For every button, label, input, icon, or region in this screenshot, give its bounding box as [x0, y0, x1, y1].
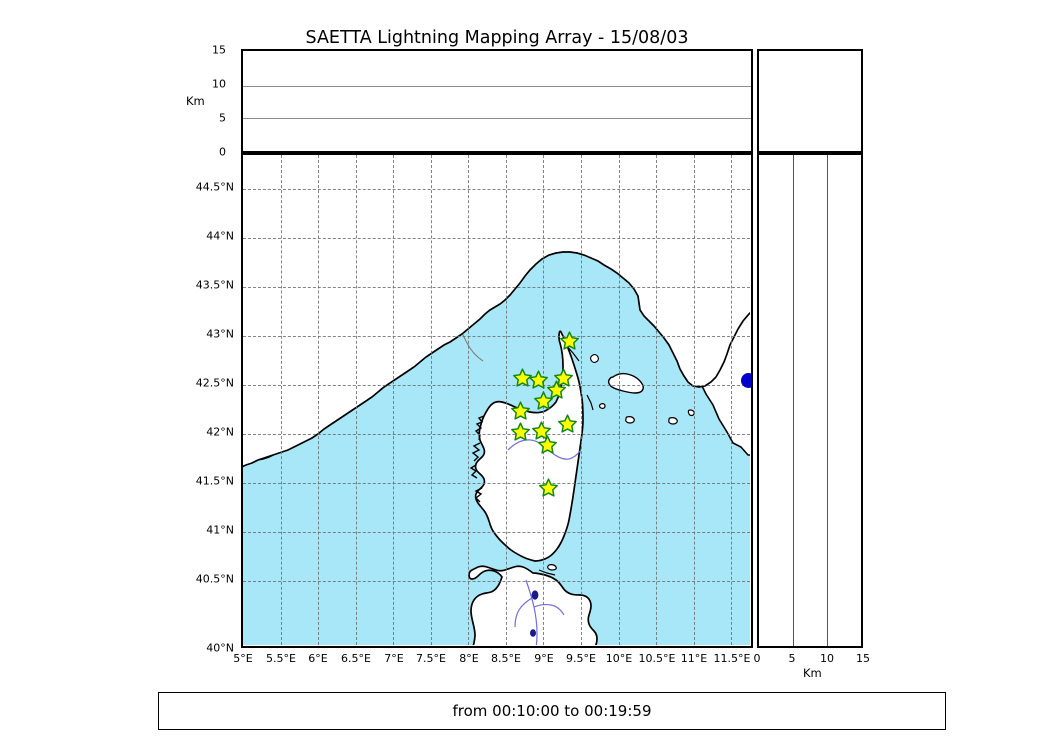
coastline-mainland-visible: [243, 155, 750, 468]
altitude-tick-15: 15: [212, 43, 226, 57]
lon-gridline-10.5E: [656, 155, 658, 645]
island-gorgona: [598, 403, 606, 409]
lon-gridline-11.5E: [731, 155, 733, 645]
lon-gridline-11E: [693, 155, 695, 645]
island-pianosa: [625, 416, 635, 424]
island-montecristo: [668, 417, 678, 425]
lat-gridline-42N: [243, 434, 750, 436]
island-elba: [607, 372, 644, 394]
lon-tick-9.5E: 9.5°E: [566, 652, 596, 665]
station-marker[interactable]: [531, 421, 551, 440]
lon-gridline-8.5E: [505, 155, 507, 645]
lightning-source-marker[interactable]: [740, 372, 751, 388]
altitude-tick-10: 10: [212, 77, 226, 91]
lon-gridline-7.5E: [430, 155, 432, 645]
lat-gridline-42.5N: [243, 385, 750, 387]
station-marker[interactable]: [528, 370, 548, 389]
lon-tick-7.5E: 7.5°E: [416, 652, 446, 665]
corsica-landmass: [474, 330, 584, 562]
distance-tick-0: 0: [753, 652, 761, 665]
lon-tick-6E: 6°E: [308, 652, 328, 665]
lat-gridline-40.5N: [243, 581, 750, 583]
sardinia-landmass: [468, 565, 598, 645]
geography-layer: [243, 155, 750, 645]
map-inner: [243, 155, 751, 645]
lon-tick-9E: 9°E: [534, 652, 554, 665]
lat-gridline-44.5N: [243, 189, 750, 191]
lat-tick-44N: 44°N: [206, 229, 234, 243]
lat-gridline-43.5N: [243, 287, 750, 289]
island-capraia: [590, 354, 599, 363]
lon-tick-5.5E: 5.5°E: [266, 652, 296, 665]
sardinia-rivers: [514, 579, 565, 645]
station-marker[interactable]: [511, 401, 531, 420]
sardinia-lakes: [530, 590, 539, 637]
lat-tick-44.5N: 44.5°N: [195, 180, 234, 194]
lat-tick-43.5N: 43.5°N: [195, 278, 234, 292]
altitude-gridline-5: [243, 118, 751, 120]
time-window-text: from 00:10:00 to 00:19:59: [452, 702, 652, 720]
lat-tick-43N: 43°N: [206, 327, 234, 341]
station-marker[interactable]: [539, 478, 559, 497]
station-marker[interactable]: [533, 391, 553, 411]
lon-tick-8.5E: 8.5°E: [491, 652, 521, 665]
station-marker[interactable]: [510, 422, 530, 441]
altitude-tick-5: 5: [219, 111, 226, 125]
lon-gridline-9.5E: [581, 155, 582, 645]
lon-tick-11E: 11°E: [680, 652, 708, 665]
lat-tick-40.5N: 40.5°N: [195, 572, 234, 586]
station-marker[interactable]: [560, 331, 580, 350]
lat-tick-40N: 40°N: [206, 641, 234, 655]
altitude-gridline-10: [243, 85, 751, 87]
lon-tick-7E: 7°E: [384, 652, 404, 665]
lon-gridline-6.5E: [355, 155, 357, 645]
lat-tick-42.5N: 42.5°N: [195, 376, 234, 390]
island-giglio: [687, 409, 695, 417]
station-marker[interactable]: [512, 368, 532, 387]
station-marker[interactable]: [558, 414, 577, 433]
top-right-blank-panel[interactable]: [757, 49, 863, 153]
distance-gridline-5: [792, 155, 794, 646]
lat-gridline-41.5N: [243, 483, 750, 485]
distance-gridline-10: [826, 155, 828, 646]
station-marker[interactable]: [538, 435, 558, 454]
lon-gridline-8E: [468, 155, 470, 645]
lat-gridline-43N: [243, 336, 750, 338]
lon-tick-10.5E: 10.5°E: [638, 652, 676, 665]
lon-gridline-5.5E: [280, 155, 282, 645]
lat-gridline-41N: [243, 532, 750, 534]
lon-tick-10E: 10°E: [605, 652, 633, 665]
lon-tick-11.5E: 11.5°E: [713, 652, 751, 665]
lat-tick-41.5N: 41.5°N: [195, 474, 234, 488]
distance-tick-5: 5: [788, 652, 796, 665]
distance-tick-15: 15: [856, 652, 870, 665]
lat-gridline-44N: [243, 238, 750, 240]
time-window-status-bar[interactable]: from 00:10:00 to 00:19:59: [158, 692, 946, 730]
lon-tick-6.5E: 6.5°E: [341, 652, 371, 665]
lon-tick-8E: 8°E: [459, 652, 479, 665]
island-lavezzi: [547, 564, 557, 571]
distance-tick-10: 10: [820, 652, 834, 665]
altitude-latitude-panel[interactable]: [757, 153, 863, 648]
station-marker[interactable]: [547, 380, 567, 399]
altitude-axis-label: Km: [186, 94, 205, 108]
lon-gridline-10E: [618, 155, 620, 645]
station-marker[interactable]: [554, 368, 574, 387]
altitude-tick-0: 0: [219, 145, 226, 159]
altitude-longitude-panel[interactable]: [241, 49, 753, 153]
lon-gridline-6E: [318, 155, 320, 645]
lon-tick-5E: 5°E: [233, 652, 253, 665]
plan-view-map-panel[interactable]: [241, 153, 753, 648]
lat-tick-42N: 42°N: [206, 425, 234, 439]
lat-tick-41N: 41°N: [206, 523, 234, 537]
page-title: SAETTA Lightning Mapping Array - 15/08/0…: [305, 28, 689, 48]
lon-gridline-7E: [393, 155, 395, 645]
distance-axis-label: Km: [803, 666, 822, 680]
